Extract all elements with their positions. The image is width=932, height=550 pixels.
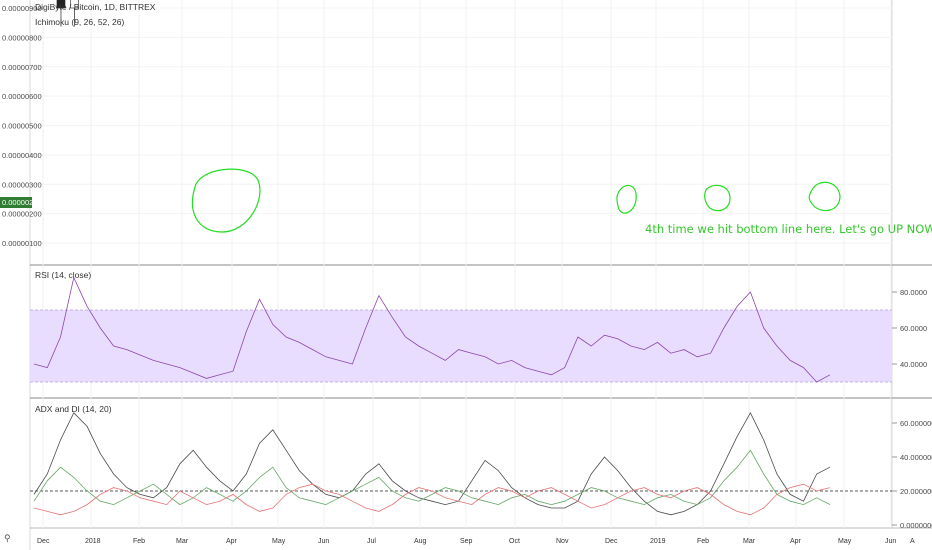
date-label: 2019 — [650, 538, 666, 545]
rsi-pane: RSI (14, close) 80.0000 60.0000 40.0000 — [30, 270, 927, 383]
axis-settings-icon[interactable]: A — [910, 538, 915, 545]
annotation-circles — [191, 168, 841, 233]
di-plus-line — [33, 449, 831, 506]
candle-body — [70, 0, 79, 9]
price-tick-label: 0.00000900 — [2, 4, 42, 13]
rsi-tick-label: 80.0000 — [900, 288, 927, 297]
price-tick-label: 0.00000500 — [2, 122, 42, 131]
left-toolbar-strip: ⚲ — [0, 0, 30, 550]
date-label: Mar — [743, 538, 756, 545]
date-label: Aug — [414, 538, 427, 545]
adx-title: ADX and DI (14, 20) — [35, 404, 112, 414]
date-label: Apr — [226, 538, 238, 545]
current-price-label: 0.00000240 — [2, 198, 42, 207]
price-tick-label: 0.00000100 — [2, 239, 42, 248]
price-tick-label: 0.00000700 — [2, 63, 42, 72]
price-chart-title: DigiByte / Bitcoin, 1D, BITTREX — [35, 2, 156, 12]
rsi-line — [33, 276, 831, 383]
rsi-band — [30, 310, 892, 382]
adx-pane: ADX and DI (14, 20) 60.0000000 40.0000000… — [30, 404, 932, 530]
circle-dec-2018 — [616, 184, 637, 214]
date-label: May — [272, 538, 286, 545]
adx-tick-label: 0.0000000 — [900, 521, 932, 530]
candles — [56, 0, 79, 27]
rsi-tick-label: 40.0000 — [900, 360, 927, 369]
current-price-badge — [0, 197, 32, 208]
circle-apr-2018 — [191, 168, 261, 233]
ichimoku-label: Ichimoku (9, 26, 52, 26) — [35, 17, 124, 27]
price-pane: 4th time we hit bottom line here. Let's … — [0, 0, 932, 248]
price-tick-label: 0.00000400 — [2, 151, 42, 160]
rsi-title: RSI (14, close) — [35, 270, 91, 280]
toolbar-glyph-icon[interactable]: ⚲ — [4, 533, 11, 543]
date-label: May — [838, 538, 852, 545]
date-label: Feb — [697, 538, 709, 545]
circle-feb-2019 — [704, 184, 731, 212]
date-label: Sep — [460, 538, 473, 545]
date-label: Jun — [318, 538, 329, 545]
rsi-tick-label: 60.0000 — [900, 324, 927, 333]
date-label: Dec — [37, 538, 50, 545]
price-axis: 0.00000900 0.00000800 0.00000700 0.00000600… — [2, 4, 42, 248]
di-minus-line — [33, 483, 831, 516]
date-label: Feb — [133, 538, 145, 545]
price-tick-label: 0.00000300 — [2, 180, 42, 189]
date-label: Apr — [790, 538, 802, 545]
date-label: Oct — [509, 538, 520, 545]
date-label: 2018 — [85, 538, 101, 545]
date-label: Dec — [605, 538, 618, 545]
grid — [30, 0, 892, 528]
price-tick-label: 0.00000800 — [2, 33, 42, 42]
adx-tick-label: 20.0000000 — [900, 487, 932, 496]
date-label: Jul — [367, 538, 376, 545]
adx-line — [33, 411, 831, 516]
candle-body — [56, 0, 66, 9]
date-label: Mar — [176, 538, 189, 545]
annotation-text: 4th time we hit bottom line here. Let's … — [645, 222, 932, 236]
adx-axis: 60.0000000 40.0000000 20.0000000 0.0000000 — [892, 419, 932, 530]
date-label: Nov — [556, 538, 569, 545]
rsi-axis: 80.0000 60.0000 40.0000 — [892, 288, 927, 369]
date-label: Jun — [885, 538, 896, 545]
adx-tick-label: 40.0000000 — [900, 453, 932, 462]
circle-apr-2019 — [808, 181, 841, 212]
date-axis: Dec 2018 Feb Mar Apr May Jun Jul Aug Sep Oct Nov Dec… — [37, 538, 896, 545]
adx-tick-label: 60.0000000 — [900, 419, 932, 428]
price-tick-label: 0.00000200 — [2, 210, 42, 219]
price-tick-label: 0.00000600 — [2, 92, 42, 101]
